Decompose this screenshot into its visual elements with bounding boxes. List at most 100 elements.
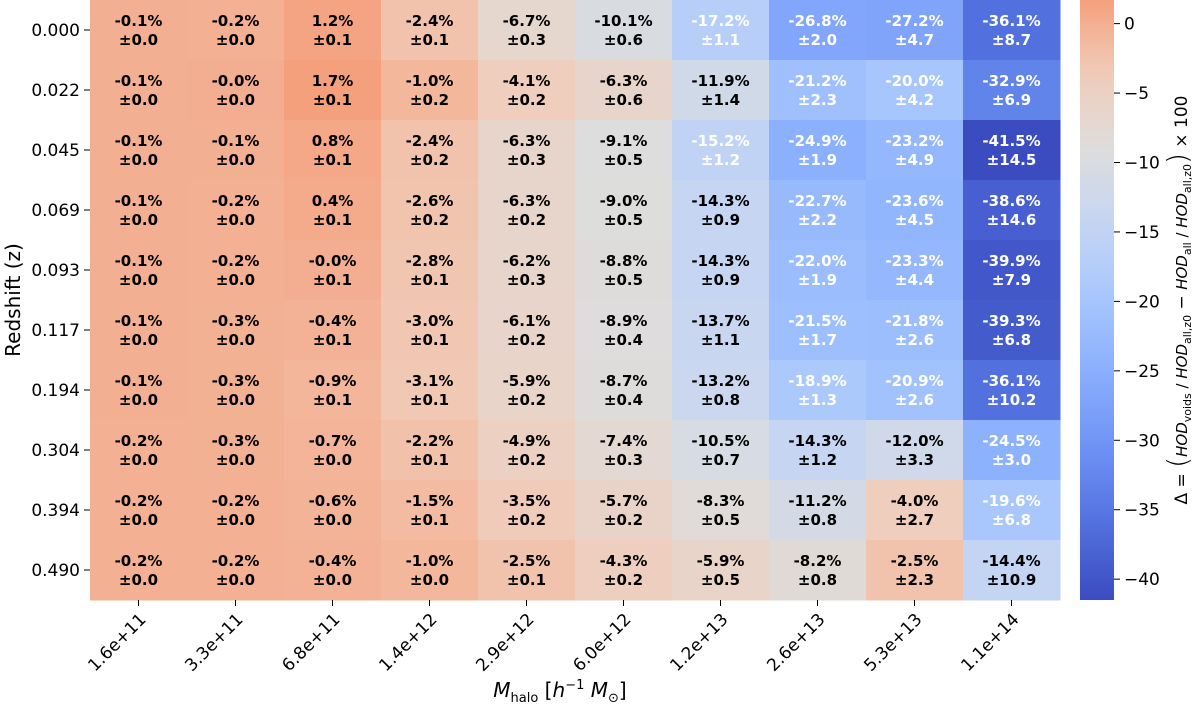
cell-error-label: ±0.0 [410,571,449,589]
cell-value-label: -27.2% [885,12,943,30]
cell-value-label: -1.5% [406,492,454,510]
cell-value-label: -4.3% [600,552,648,570]
colorbar [1080,0,1114,600]
cell-error-label: ±0.0 [119,451,158,469]
cell-value-label: -8.2% [794,552,842,570]
heatmap-cell [381,240,479,301]
x-axis-label: Mhalo [h−1 M⊙] [493,678,626,706]
heatmap-cell [90,60,188,121]
cell-value-label: -24.5% [982,432,1040,450]
heatmap-cell [187,120,285,181]
cell-value-label: -9.0% [600,192,648,210]
colorbar-tick-label: −25 [1124,362,1160,382]
cell-error-label: ±0.0 [216,271,255,289]
y-tick-label: 0.069 [31,201,80,221]
y-tick-label: 0.000 [31,21,80,41]
cell-error-label: ±0.0 [119,571,158,589]
cell-error-label: ±0.1 [313,211,352,229]
cell-value-label: -9.1% [600,132,648,150]
cell-error-label: ±1.1 [701,331,740,349]
heatmap-cell [284,360,382,421]
heatmap-cell [866,480,964,541]
cell-error-label: ±0.1 [313,331,352,349]
y-tick-label: 0.022 [31,81,80,101]
cell-error-label: ±2.6 [895,331,934,349]
cell-error-label: ±2.6 [895,391,934,409]
heatmap-cell [284,240,382,301]
cell-value-label: -13.7% [691,312,749,330]
heatmap-cell [575,480,673,541]
cell-error-label: ±0.1 [313,391,352,409]
x-tick-label: 2.6e+13 [763,610,829,676]
cell-error-label: ±0.2 [604,571,643,589]
heatmap-cell [575,360,673,421]
cell-value-label: -23.6% [885,192,943,210]
cell-error-label: ±1.3 [798,391,837,409]
y-tick-label: 0.490 [31,561,80,581]
heatmap-cell [575,240,673,301]
cell-error-label: ±0.5 [701,511,740,529]
heatmap-cell [381,300,479,361]
heatmap-cell [284,120,382,181]
heatmap-cell [769,60,867,121]
cell-value-label: -5.9% [503,372,551,390]
cell-value-label: -0.6% [309,492,357,510]
x-tick-label: 1.1e+14 [957,610,1023,676]
x-tick-label: 2.9e+12 [472,610,538,676]
cell-value-label: -0.2% [115,492,163,510]
cell-value-label: -14.3% [691,192,749,210]
cell-error-label: ±0.6 [604,91,643,109]
x-tick-label: 1.4e+12 [375,610,441,676]
cell-value-label: -10.5% [691,432,749,450]
cell-error-label: ±0.1 [507,571,546,589]
heatmap-cell [187,360,285,421]
cell-error-label: ±0.0 [119,31,158,49]
cell-value-label: -14.4% [982,552,1040,570]
heatmap-cell [575,540,673,601]
cell-value-label: -6.3% [600,72,648,90]
heatmap-cell [90,0,188,61]
cell-error-label: ±0.0 [119,91,158,109]
heatmap-cell [769,120,867,181]
heatmap-cell [769,480,867,541]
cell-error-label: ±0.4 [604,331,643,349]
heatmap-cell [866,0,964,61]
cell-value-label: -0.2% [212,192,260,210]
cell-error-label: ±0.0 [216,31,255,49]
cell-value-label: 0.8% [312,132,354,150]
cell-error-label: ±1.2 [798,451,837,469]
heatmap-cell [866,540,964,601]
heatmap-cell [90,480,188,541]
cell-value-label: -2.4% [406,12,454,30]
cell-error-label: ±0.2 [507,331,546,349]
cell-value-label: -8.8% [600,252,648,270]
heatmap-cell [478,60,576,121]
heatmap-cell [963,480,1061,541]
cell-error-label: ±0.1 [410,331,449,349]
cell-value-label: -0.2% [212,492,260,510]
colorbar-ticks: 0 −5 −10 −15 −20 −25 −30 −35 −40 [1114,15,1160,590]
heatmap-cell [769,540,867,601]
heatmap-cell [866,120,964,181]
cell-value-label: -0.1% [115,192,163,210]
cell-value-label: -39.9% [982,252,1040,270]
x-tick-label: 5.3e+13 [860,610,926,676]
x-tick-label: 6.8e+11 [278,610,344,676]
heatmap-cell [478,480,576,541]
cell-value-label: -11.2% [788,492,846,510]
cell-value-label: -2.5% [891,552,939,570]
heatmap-cells [90,0,1061,601]
cell-error-label: ±0.9 [701,271,740,289]
cell-value-label: -0.1% [115,252,163,270]
cell-error-label: ±0.8 [798,511,837,529]
heatmap-cell [672,300,770,361]
heatmap-cell [187,300,285,361]
cell-value-label: -6.3% [503,192,551,210]
cell-error-label: ±4.9 [895,151,934,169]
colorbar-tick-label: 0 [1124,15,1135,35]
cell-error-label: ±0.3 [507,31,546,49]
heatmap-cell [478,240,576,301]
cell-error-label: ±0.0 [119,151,158,169]
cell-error-label: ±2.3 [798,91,837,109]
cell-error-label: ±0.0 [216,151,255,169]
